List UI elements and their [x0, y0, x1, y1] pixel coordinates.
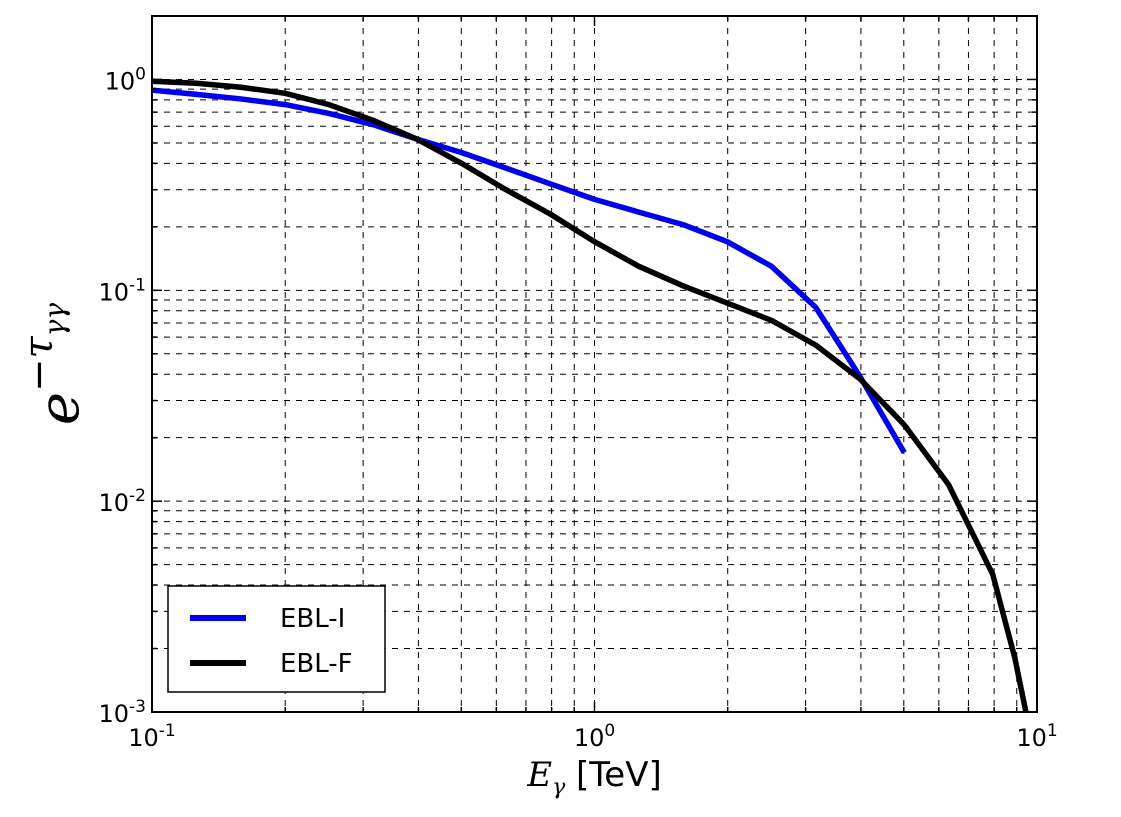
x-tick-label-exponent: -1 — [159, 721, 176, 741]
series-line-ebl-i — [151, 87, 907, 454]
y-tick-label-exponent: -2 — [129, 486, 146, 506]
x-tick-label-base: 10 — [574, 724, 605, 752]
y-tick-label: 100 — [105, 64, 146, 95]
y-tick-label: 10-3 — [99, 697, 147, 728]
y-tick-label-base: 10 — [105, 67, 136, 95]
y-tick-label: 10-2 — [99, 486, 147, 517]
x-axis-label-unit: [TeV] — [565, 755, 662, 795]
x-tick-label: 100 — [574, 721, 615, 752]
x-tick-label: 101 — [1016, 721, 1057, 752]
y-tick-label-base: 10 — [99, 278, 130, 306]
y-axis-label-supsub: γγ — [38, 303, 71, 337]
x-axis-label-base: E — [526, 755, 552, 795]
legend: EBL-I EBL-F — [167, 585, 386, 693]
y-tick-label: 10-1 — [99, 275, 147, 306]
x-tick-label-base: 10 — [128, 724, 159, 752]
y-axis-label-sup: −τ — [16, 335, 62, 392]
y-axis-label: e−τγγ — [16, 303, 92, 426]
legend-box — [167, 585, 386, 693]
series-line-ebl-f — [151, 78, 1029, 713]
y-tick-label-exponent: 0 — [135, 64, 146, 84]
y-tick-label-exponent: -3 — [129, 697, 146, 717]
x-tick-label: 10-1 — [128, 721, 176, 752]
y-tick-label-base: 10 — [99, 700, 130, 728]
legend-label-ebl-f: EBL-F — [280, 649, 353, 679]
svg-text:e−τγγ: e−τγγ — [16, 303, 92, 426]
x-tick-label-exponent: 0 — [604, 721, 615, 741]
x-axis-label-sub: γ — [552, 775, 566, 800]
x-axis-label: Eγ [TeV] — [526, 755, 662, 800]
y-axis-label-base: e — [27, 392, 92, 425]
legend-label-ebl-i: EBL-I — [280, 604, 345, 634]
series-lines — [151, 78, 1029, 713]
x-tick-label-exponent: 1 — [1047, 721, 1058, 741]
x-tick-label-base: 10 — [1016, 724, 1047, 752]
grid — [152, 16, 1037, 712]
y-tick-label-exponent: -1 — [129, 275, 146, 295]
y-tick-label-base: 10 — [99, 489, 130, 517]
ticks — [151, 15, 1038, 713]
